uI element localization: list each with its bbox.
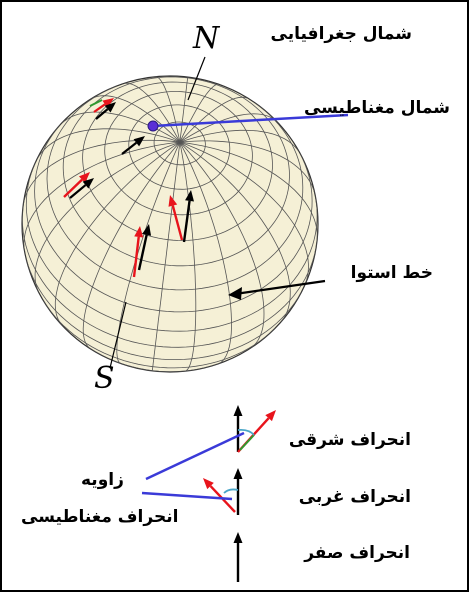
east-declination-label: انحراف شرقی (288, 430, 411, 450)
legend-east-geographic-arrow (233, 405, 243, 452)
magnetic-north-label: شمال مغناطیسی (303, 98, 450, 118)
globe-geographic-arrow-5 (137, 224, 152, 271)
globe-arrows (63, 98, 194, 278)
angle-label: زاویه (81, 470, 124, 490)
magnetic-north-pointer (152, 113, 349, 128)
angle-pointer-west (141, 491, 233, 501)
legend-west (203, 468, 243, 515)
west-declination-label: انحراف غربی (298, 487, 411, 507)
globe-compass-green-1 (89, 99, 103, 107)
magnetic-declination-label: انحراف مغناطیسی (21, 507, 179, 527)
legend-zero-arrow (233, 532, 243, 582)
south-pole-line (109, 301, 127, 369)
globe-geographic-arrow-3 (69, 178, 94, 199)
legend-west-magnetic-arrow (203, 478, 236, 513)
globe-geographic-arrow-4 (182, 190, 194, 243)
legend-west-angle-arc (223, 488, 239, 494)
magnetic-north-pole-dot (147, 120, 159, 132)
north-pole-line (187, 56, 206, 101)
globe-geographic-arrow-1 (95, 102, 116, 120)
globe-geographic-arrow-2 (121, 136, 145, 155)
globe-magnetic-arrow-2 (63, 172, 90, 198)
legend-west-geographic-arrow (233, 468, 243, 515)
north-pole-symbol: N (193, 21, 220, 56)
geographic-north-label: شمال جغرافیایی (270, 24, 412, 44)
legend-east-green-stroke (239, 434, 255, 451)
south-pole-symbol: S (94, 361, 115, 396)
globe-magnetic-arrow-4 (132, 226, 144, 278)
legend-east (233, 405, 276, 453)
zero-declination-label: انحراف صفر (304, 543, 410, 563)
legend-zero (233, 532, 243, 582)
globe-magnetic-arrow-1 (93, 98, 114, 113)
legend-east-angle-arc (237, 428, 255, 436)
equator-label: خط استوا (350, 263, 433, 283)
globe-magnetic-arrow-3 (168, 195, 184, 241)
angle-pointer-east (145, 431, 245, 481)
equator-pointer (228, 279, 326, 300)
